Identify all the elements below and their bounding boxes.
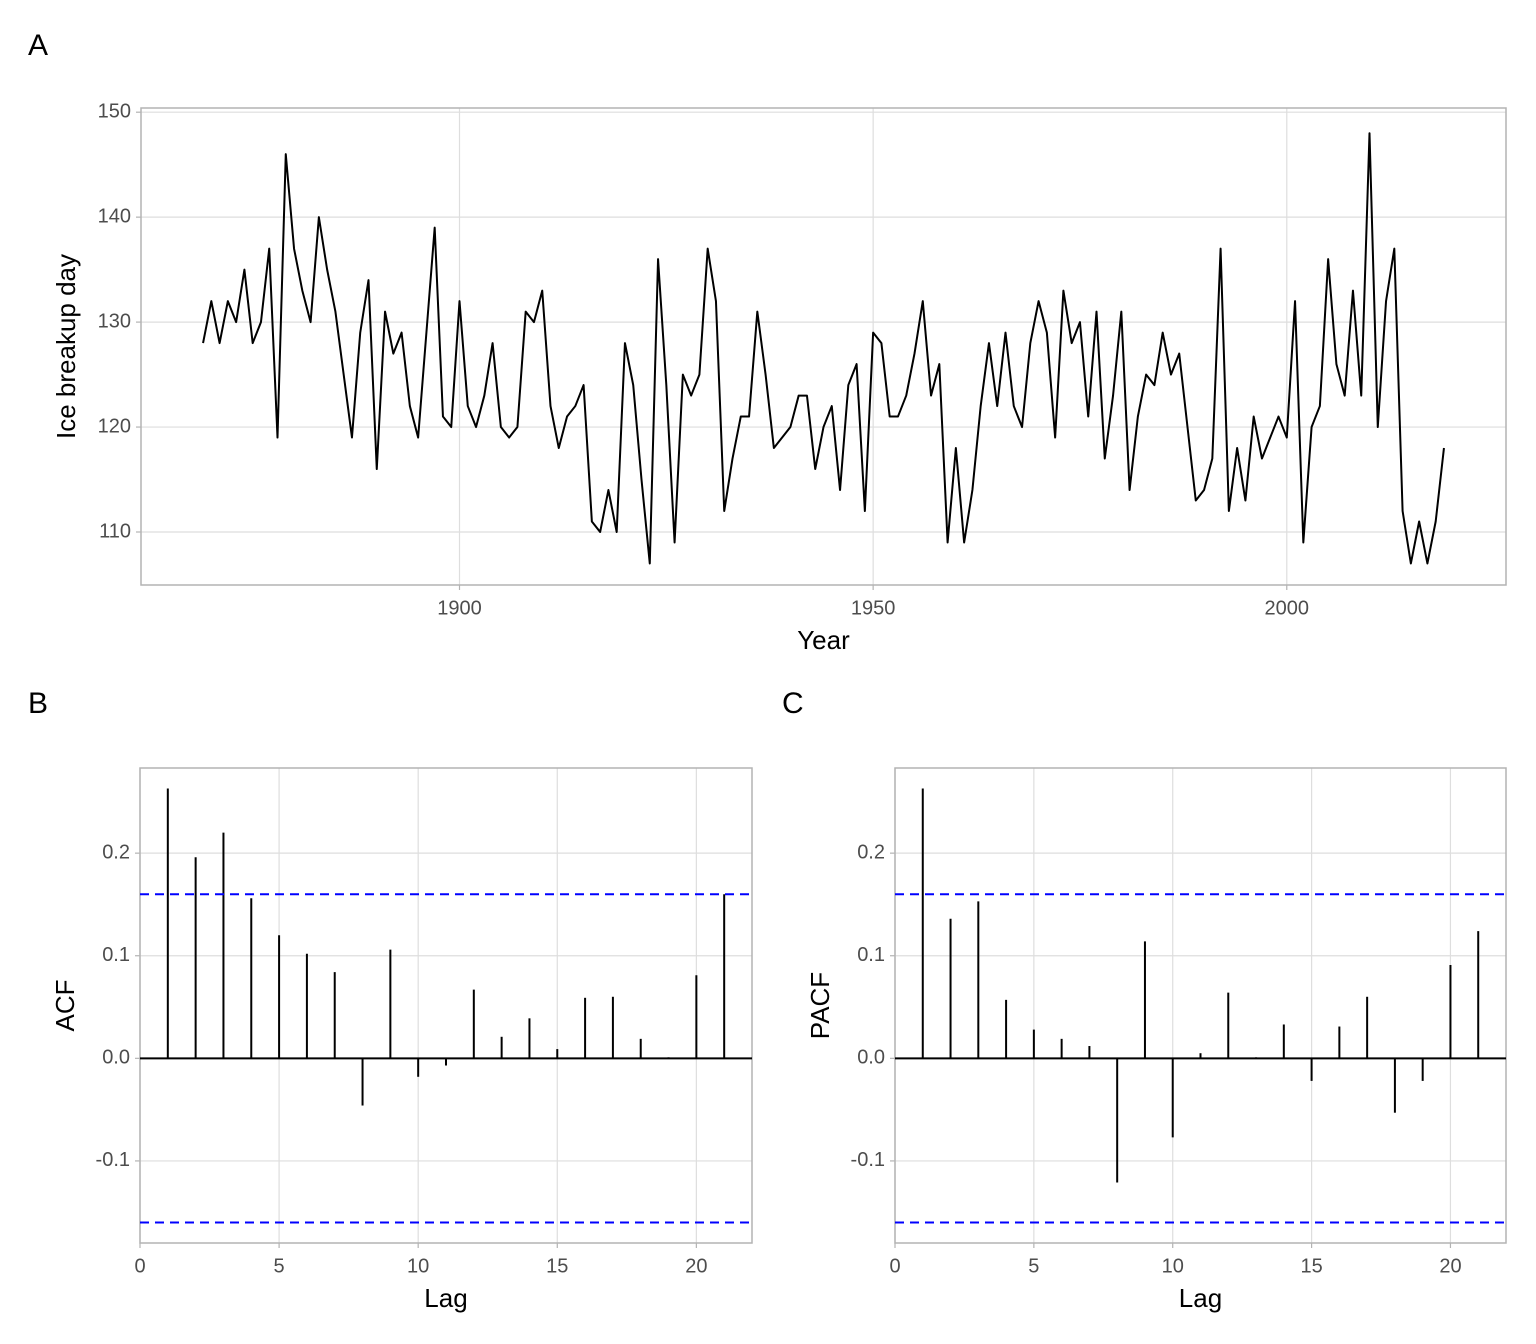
x-axis-label: Year: [797, 625, 850, 655]
panel-tag: A: [28, 29, 48, 62]
y-tick-label: 140: [98, 205, 131, 227]
x-tick-label: 5: [274, 1255, 285, 1277]
panel-tag: B: [28, 687, 48, 720]
data-line: [202, 132, 1445, 565]
panel-tag: C: [782, 687, 804, 720]
y-tick-label: 0.1: [857, 944, 885, 966]
y-tick-label: -0.1: [96, 1149, 130, 1171]
y-tick-label: -0.1: [851, 1149, 885, 1171]
y-tick-label: 130: [98, 310, 131, 332]
x-tick-label: 20: [1439, 1255, 1461, 1277]
x-tick-label: 10: [1162, 1255, 1184, 1277]
panel-border: [140, 107, 1507, 586]
x-tick-label: 1900: [437, 597, 482, 619]
y-axis-label: PACF: [805, 972, 835, 1039]
x-tick-label: 1950: [851, 597, 896, 619]
x-tick-label: 0: [134, 1255, 145, 1277]
y-axis-label: ACF: [50, 980, 80, 1032]
x-tick-label: 20: [685, 1255, 707, 1277]
x-tick-label: 0: [889, 1255, 900, 1277]
x-axis-label: Lag: [424, 1283, 467, 1313]
x-tick-label: 10: [407, 1255, 429, 1277]
y-tick-label: 0.1: [102, 944, 130, 966]
x-tick-label: 2000: [1265, 597, 1310, 619]
y-tick-label: 0.0: [102, 1047, 130, 1069]
panel-border: [139, 767, 753, 1244]
x-tick-label: 15: [1300, 1255, 1322, 1277]
y-tick-label: 0.2: [857, 841, 885, 863]
y-tick-label: 150: [98, 100, 131, 122]
y-axis-label: Ice breakup day: [51, 254, 81, 439]
x-axis-label: Lag: [1179, 1283, 1222, 1313]
panel-border: [894, 767, 1507, 1244]
x-tick-label: 15: [546, 1255, 568, 1277]
y-tick-label: 110: [99, 520, 131, 542]
y-tick-label: 120: [98, 415, 131, 437]
y-tick-label: 0.0: [857, 1047, 885, 1069]
y-tick-label: 0.2: [102, 841, 130, 863]
x-tick-label: 5: [1028, 1255, 1039, 1277]
